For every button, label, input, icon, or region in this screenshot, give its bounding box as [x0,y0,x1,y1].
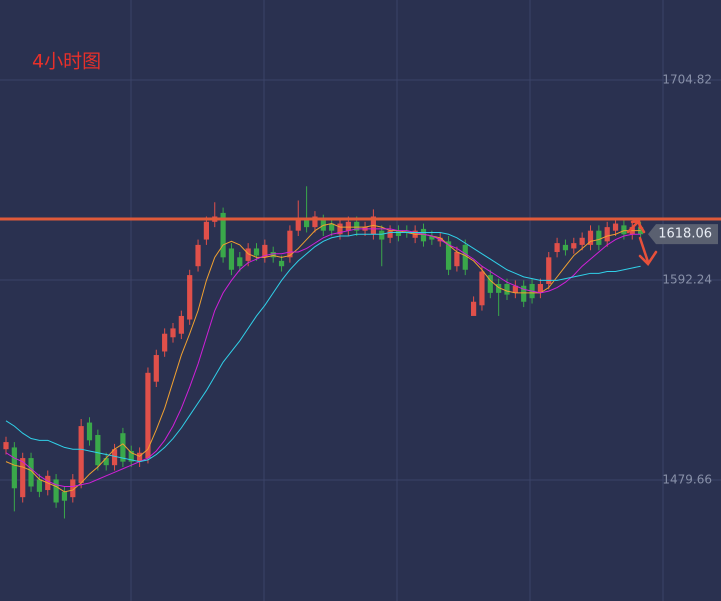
candle-body [354,221,360,231]
candle-body [420,228,427,242]
candle-body [404,230,410,233]
candle-body [462,244,468,270]
candle-body [604,227,610,242]
candle-body [3,442,9,450]
candle-body [546,257,552,284]
candle-body [429,236,435,240]
candle-body [253,248,260,256]
candle-body [78,426,84,483]
candle-body [387,230,393,238]
candle-body [86,422,93,441]
candle-body [287,230,293,258]
arrow-down [638,236,658,266]
candle-body [295,220,301,231]
candle-body [53,479,59,503]
candle-body [245,248,251,261]
candle-body [504,283,510,295]
candle-body [20,458,26,498]
candle-body [454,252,460,267]
candle-body [554,243,560,253]
candle-body [612,223,619,231]
ma-line [5,223,641,493]
candle-body [521,285,527,302]
ma-line [5,231,641,463]
y-axis: 1479.66 1592.24 1704.82 1618.06 [648,72,718,487]
candle-body [579,237,585,245]
candle-body [195,244,201,267]
candle-body [304,220,310,228]
candle-body [262,244,268,258]
candle-body [445,241,452,270]
candle-body [562,244,569,251]
candle-body [329,223,335,231]
candle-body [61,491,68,501]
candle-body [187,275,193,320]
candle-body [621,225,627,235]
time-grid [130,0,664,601]
candle-body [395,230,402,237]
candle-body [111,449,118,466]
candle-body [103,458,109,466]
candle-body [596,230,602,245]
candle-body [471,301,477,316]
candle-body [70,479,76,498]
candle-body [228,248,235,270]
candle-body [11,447,17,489]
candle-body [170,328,176,338]
candle-body [137,452,143,462]
candle-body [120,433,126,462]
candle-body [95,434,101,466]
price-label: 1618.06 [658,227,712,242]
ma-line [5,228,641,488]
candle-body [220,212,226,258]
candle-body [178,315,184,334]
candle-body [237,257,243,267]
candle-body [278,260,285,267]
candle-body [28,458,34,487]
candle-body [145,372,151,459]
candle-body [36,479,42,492]
candle-body [571,243,577,249]
candle-body [312,216,318,228]
y-tick-label: 1479.66 [662,473,712,487]
candle-body [487,275,493,293]
candle-body [203,221,209,240]
arrows [626,219,658,266]
candle-body [270,252,276,258]
candle-body [587,230,594,245]
grid [0,79,721,481]
candle-body [153,355,159,382]
candle-body [162,333,168,352]
candle-body [496,283,502,293]
chart-title: 4小时图 [32,51,101,73]
plot [0,186,721,519]
candle-body [128,450,134,462]
y-tick-label: 1704.82 [662,72,712,86]
candle-body [337,223,343,235]
y-tick-label: 1592.24 [662,272,712,286]
candle-body [537,283,543,293]
candle-body [512,285,518,293]
candle-body [379,230,385,240]
price-tag [648,224,718,245]
arrow-up [626,219,646,234]
candle-body [345,221,351,231]
candle-body [479,271,485,306]
